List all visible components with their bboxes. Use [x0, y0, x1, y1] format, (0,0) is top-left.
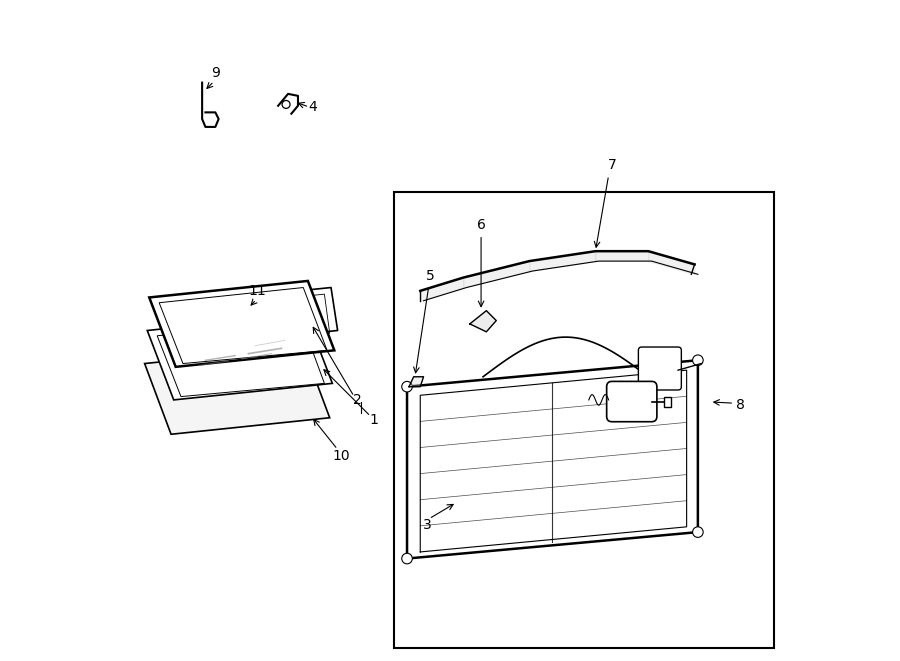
Text: 3: 3 [422, 518, 431, 533]
Polygon shape [148, 314, 332, 400]
Circle shape [693, 527, 703, 537]
Circle shape [282, 100, 290, 108]
Text: 11: 11 [248, 284, 266, 298]
Text: 10: 10 [333, 449, 350, 463]
Polygon shape [149, 281, 334, 367]
Text: 7: 7 [608, 158, 616, 173]
Circle shape [401, 553, 412, 564]
Polygon shape [409, 377, 424, 387]
FancyBboxPatch shape [638, 347, 681, 390]
Text: 8: 8 [736, 398, 745, 412]
Circle shape [401, 381, 412, 392]
Text: 9: 9 [211, 65, 220, 80]
Text: 6: 6 [477, 217, 486, 232]
Text: 2: 2 [353, 393, 362, 407]
Text: 4: 4 [308, 100, 317, 114]
Text: 5: 5 [426, 269, 435, 284]
Bar [222, 317, 234, 325]
FancyBboxPatch shape [607, 381, 657, 422]
Text: 1: 1 [370, 412, 378, 427]
Circle shape [693, 355, 703, 366]
Bar [297, 307, 309, 315]
Bar [394, 192, 774, 648]
Polygon shape [470, 311, 496, 332]
Bar [663, 397, 671, 407]
Polygon shape [145, 347, 329, 434]
